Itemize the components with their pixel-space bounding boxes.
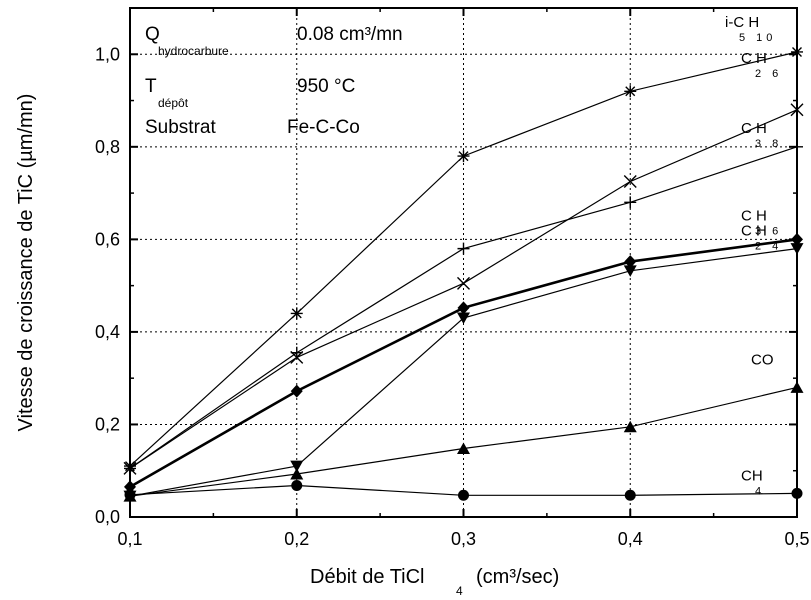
- axis-ticks: 0,1 0,2 0,3 0,4 0,5 0,0 0,2 0,4 0,6 0,8 1,0: [95, 7, 810, 549]
- y-tick-label: 0,4: [95, 322, 120, 342]
- point-marker-plus: [290, 346, 303, 359]
- point-marker-diamond: [457, 301, 470, 315]
- point-marker-circle: [791, 487, 803, 499]
- y-tick-label: 1,0: [95, 44, 120, 64]
- point-marker-circle: [124, 489, 136, 501]
- point-marker-diamond: [791, 232, 803, 246]
- point-marker-triangle-up: [790, 381, 804, 393]
- series-label-main: CH: [741, 467, 763, 484]
- series-label-subscript: 3 6: [755, 225, 782, 237]
- series-label-main: C H: [741, 50, 767, 67]
- point-marker-triangle-up: [457, 442, 470, 455]
- series-ch4: [124, 480, 803, 501]
- annotation-label-subscript: dépôt: [158, 96, 189, 110]
- point-marker-triangle-down: [290, 460, 304, 473]
- x-axis-title: Débit de TiCl: [310, 566, 425, 588]
- point-marker-triangle-down: [457, 312, 470, 325]
- annotation-label: T: [145, 76, 157, 97]
- series-label-subscript: 2 4: [755, 241, 782, 253]
- point-marker-triangle-down: [790, 243, 804, 255]
- series-label-subscript: 3 8: [755, 138, 782, 150]
- y-tick-label: 0,8: [95, 137, 120, 157]
- y-tick-label: 0,0: [95, 507, 120, 527]
- x-axis-title-subscript: 4: [456, 584, 463, 598]
- x-axis-title-unit: (cm³/sec): [476, 566, 559, 588]
- annotation-value: 0.08 cm³/mn: [297, 24, 403, 45]
- point-marker-diamond: [290, 384, 303, 398]
- annotation-value: Fe-C-Co: [287, 117, 360, 138]
- point-marker-asterisk: [290, 307, 303, 320]
- annotation-value: 950 °C: [297, 76, 355, 97]
- point-marker-asterisk: [791, 45, 803, 58]
- point-marker-diamond: [624, 255, 637, 269]
- annotation-label: Substrat: [145, 117, 216, 138]
- x-tick-label: 0,3: [451, 529, 476, 549]
- x-tick-label: 0,5: [784, 529, 809, 549]
- series-label-main: i-C H: [725, 14, 759, 31]
- point-marker-circle: [458, 489, 469, 501]
- point-marker-triangle-down: [623, 265, 637, 277]
- point-marker-plus: [124, 462, 136, 475]
- point-marker-plus: [624, 196, 637, 209]
- series-c2h6: [123, 103, 804, 475]
- series-label-main: CO: [751, 351, 774, 368]
- series-layer: [123, 45, 804, 503]
- series-label-subscript: 2 6: [755, 68, 782, 80]
- x-tick-label: 0,2: [284, 529, 309, 549]
- point-marker-triangle-up: [623, 420, 637, 433]
- series-label-subscript: 4: [755, 485, 765, 497]
- annotation-label: Q: [145, 24, 160, 45]
- point-marker-triangle-up: [290, 467, 304, 480]
- point-marker-plus: [791, 140, 803, 153]
- point-marker-x: [457, 276, 470, 290]
- point-marker-x: [790, 103, 804, 117]
- x-tick-label: 0,4: [618, 529, 643, 549]
- y-tick-label: 0,2: [95, 414, 120, 434]
- point-marker-x: [623, 175, 637, 189]
- point-marker-plus: [457, 242, 470, 255]
- series-label-subscript: 5 10: [739, 32, 776, 44]
- series-c3h8: [124, 140, 803, 475]
- x-tick-label: 0,1: [117, 529, 142, 549]
- point-marker-diamond: [124, 480, 136, 494]
- point-marker-asterisk: [457, 150, 470, 163]
- point-marker-circle: [291, 480, 303, 492]
- y-tick-label: 0,6: [95, 229, 120, 249]
- point-marker-circle: [624, 489, 636, 501]
- series-c3h6: [124, 232, 803, 494]
- series-label-main: C H: [741, 207, 767, 224]
- series-label-main: C H: [741, 223, 767, 240]
- series-label-main: C H: [741, 120, 767, 137]
- y-axis-title: Vitesse de croissance de TiC (µm/mn): [15, 94, 37, 432]
- annotation-label-subscript: hydrocarbure: [158, 44, 229, 58]
- point-marker-asterisk: [624, 85, 637, 98]
